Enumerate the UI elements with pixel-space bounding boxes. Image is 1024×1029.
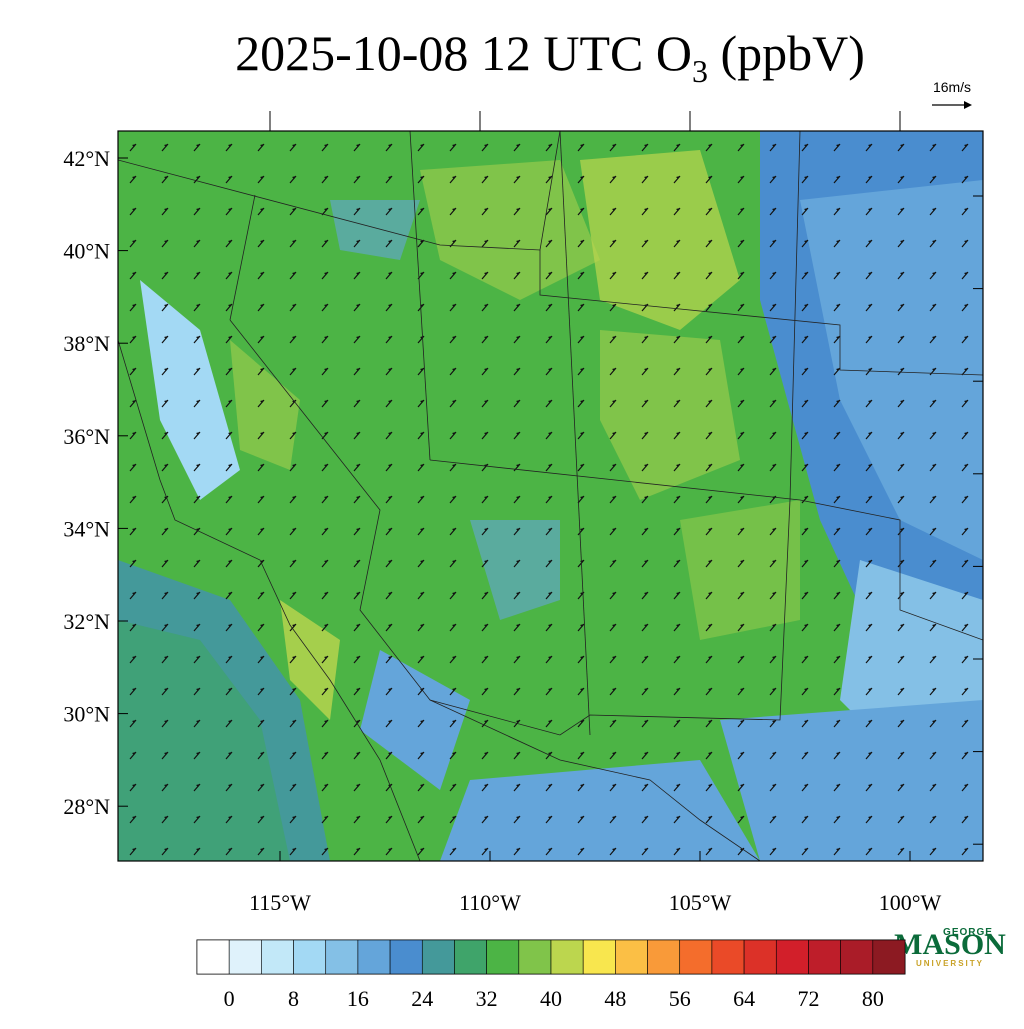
colorbar-label: 40 <box>540 986 562 1011</box>
map-frame <box>117 130 984 862</box>
title: 2025-10-08 12 UTC O3 (ppbV) <box>235 25 865 89</box>
colorbar-label: 32 <box>476 986 498 1011</box>
colorbar-box <box>582 939 616 975</box>
colorbar-box <box>196 939 230 975</box>
colorbar-box <box>647 939 681 975</box>
colorbar-box <box>872 939 906 975</box>
lat-label: 40°N <box>63 239 110 264</box>
lat-label: 28°N <box>63 794 110 819</box>
colorbar-label: 0 <box>224 986 235 1011</box>
colorbar-box <box>486 939 520 975</box>
wind-scale-label: 16m/s <box>933 79 971 95</box>
colorbar-box <box>261 939 294 975</box>
colorbar-box <box>840 939 874 975</box>
colorbar-box <box>389 939 423 975</box>
colorbar-box <box>775 939 809 975</box>
colorbar-box <box>711 939 745 975</box>
colorbar-label: 72 <box>797 986 819 1011</box>
lat-label: 36°N <box>63 424 110 449</box>
colorbar-box <box>325 939 359 975</box>
colorbar-box <box>679 939 713 975</box>
colorbar-label: 24 <box>411 986 433 1011</box>
colorbar-label: 16 <box>347 986 369 1011</box>
colorbar-label: 80 <box>862 986 884 1011</box>
colorbar-box <box>454 939 487 975</box>
colorbar-box <box>228 939 262 975</box>
colorbar-box <box>421 939 455 975</box>
lon-label: 100°W <box>879 890 942 915</box>
lat-label: 34°N <box>63 516 110 541</box>
colorbar-label: 64 <box>733 986 755 1011</box>
logo-name: MASON <box>894 928 1006 961</box>
colorbar-box <box>518 939 552 975</box>
colorbar-box <box>293 939 327 975</box>
colorbar-label: 8 <box>288 986 299 1011</box>
lon-label: 105°W <box>669 890 732 915</box>
lon-label: 110°W <box>459 890 521 915</box>
lat-label: 38°N <box>63 331 110 356</box>
colorbar-box <box>615 939 648 975</box>
colorbar-box <box>357 939 391 975</box>
colorbar-label: 56 <box>669 986 691 1011</box>
logo-bottom: UNIVERSITY <box>916 959 984 968</box>
colorbar-box <box>550 939 584 975</box>
lat-label: 30°N <box>63 702 110 727</box>
lat-label: 42°N <box>63 146 110 171</box>
lat-label: 32°N <box>63 609 110 634</box>
wind-scale-arrowhead <box>964 101 972 109</box>
map-field <box>118 131 983 861</box>
logo-top: GEORGE <box>943 927 993 938</box>
colorbar-box <box>743 939 777 975</box>
lon-label: 115°W <box>249 890 311 915</box>
colorbar-label: 48 <box>604 986 626 1011</box>
colorbar-box <box>808 939 841 975</box>
